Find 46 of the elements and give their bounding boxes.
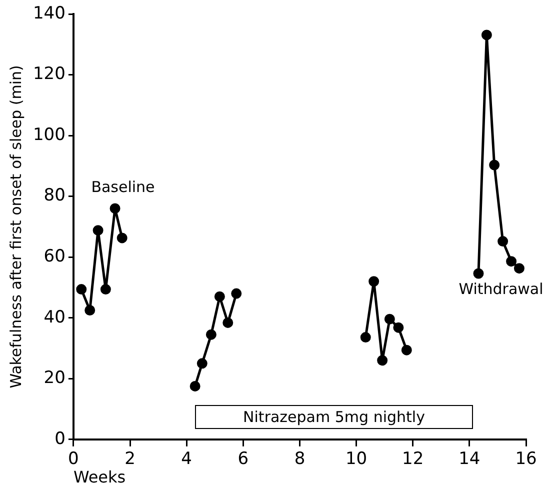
x-tick-label: 6	[238, 449, 249, 470]
x-tick-label: 14	[458, 449, 480, 470]
y-tick-label: 20	[44, 368, 66, 388]
point	[506, 256, 517, 267]
point	[489, 160, 500, 170]
point	[206, 329, 216, 340]
y-axis-title: Wakefulness after first onset of sleep (min)	[6, 65, 25, 388]
x-tick-label: 16	[515, 449, 537, 470]
y-tick-label: 100	[32, 124, 66, 145]
point	[377, 355, 388, 366]
y-tick-label: 60	[44, 246, 66, 267]
point	[473, 268, 484, 279]
y-tick-label: 40	[44, 307, 66, 328]
y-tick-label: 80	[44, 186, 66, 206]
y-tick-label: 0	[54, 428, 66, 449]
y-tick-label: 120	[32, 64, 66, 84]
x-tick-label: 8	[294, 449, 306, 470]
point	[384, 314, 395, 324]
x-tick-label: 4	[181, 449, 192, 470]
point	[76, 284, 87, 295]
point	[196, 358, 208, 369]
point	[481, 30, 492, 40]
point	[222, 317, 234, 328]
point	[360, 332, 371, 343]
point	[214, 291, 225, 302]
point	[393, 322, 404, 333]
annotation: Nitrazepam 5mg nightly	[195, 405, 473, 429]
point	[92, 225, 104, 236]
point	[100, 284, 111, 295]
point	[514, 263, 524, 274]
point	[116, 232, 128, 244]
x-axis-title: Weeks	[73, 468, 126, 487]
x-tick-label: 2	[124, 449, 136, 470]
y-tick-label: 140	[32, 3, 66, 24]
point	[190, 380, 200, 392]
x-tick-label: 12	[402, 449, 424, 470]
annotation: Baseline	[90, 178, 156, 196]
point	[401, 344, 412, 356]
x-tick-label: 10	[345, 449, 368, 470]
annotation: Withdrawal	[458, 280, 544, 298]
point	[498, 236, 508, 247]
point	[231, 288, 242, 299]
point	[84, 305, 96, 316]
x-tick-label: 0	[68, 449, 79, 470]
point	[110, 203, 120, 214]
point	[368, 276, 380, 287]
